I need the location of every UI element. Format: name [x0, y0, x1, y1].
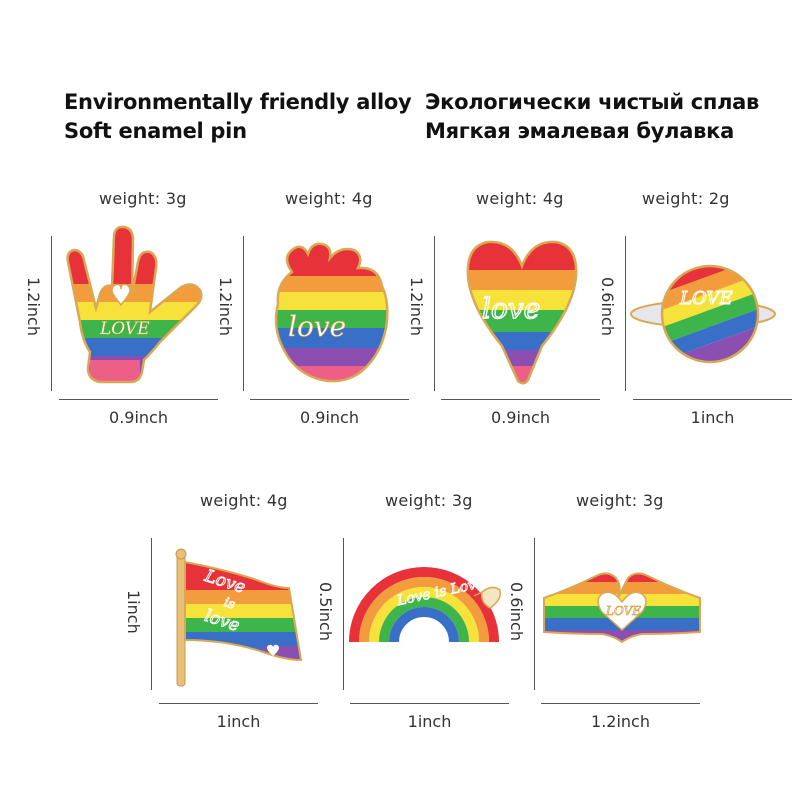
height-label: 1.2inch	[407, 277, 426, 336]
width-label: 1.2inch	[591, 712, 650, 731]
heart-hands-love-text: LOVE	[605, 604, 641, 618]
height-line	[51, 236, 52, 391]
height-line	[343, 538, 344, 690]
heart-hands-pin-icon: LOVE	[543, 572, 701, 644]
height-label: 1.2inch	[24, 277, 43, 336]
weight-label: weight: 3g	[99, 189, 187, 208]
heart-pin-icon: love	[466, 240, 578, 385]
weight-label: weight: 4g	[476, 189, 564, 208]
heart-organ-love-text: love	[288, 310, 346, 343]
width-label: 0.9inch	[491, 408, 550, 427]
height-label: 1inch	[124, 590, 143, 634]
heart-organ-pin-icon: love	[274, 242, 389, 383]
width-label: 1inch	[690, 408, 735, 427]
height-line	[534, 538, 535, 690]
height-line	[434, 236, 435, 391]
weight-label: weight: 3g	[385, 491, 473, 510]
width-line	[541, 703, 700, 704]
hand-love-text: LOVE	[99, 319, 150, 339]
weight-label: weight: 4g	[200, 491, 288, 510]
width-label: 0.9inch	[109, 408, 168, 427]
height-label: 0.5inch	[316, 582, 335, 641]
header-russian: Экологически чистый сплав Мягкая эмалева…	[425, 88, 759, 146]
width-line	[633, 399, 792, 400]
weight-label: weight: 4g	[285, 189, 373, 208]
weight-label: weight: 2g	[642, 189, 730, 208]
width-label: 1inch	[216, 712, 261, 731]
header-english: Environmentally friendly alloy Soft enam…	[64, 88, 412, 146]
header-en-line2: Soft enamel pin	[64, 119, 247, 143]
width-line	[159, 703, 318, 704]
rainbow-pin-icon: Love is Love	[349, 567, 502, 643]
heart-love-text: love	[482, 292, 540, 325]
height-line	[625, 236, 626, 391]
weight-label: weight: 3g	[576, 491, 664, 510]
height-line	[243, 236, 244, 391]
width-line	[59, 399, 218, 400]
height-label: 0.6inch	[598, 277, 617, 336]
header-en-line1: Environmentally friendly alloy	[64, 90, 412, 114]
height-line	[151, 538, 152, 690]
planet-love-text: LOVE	[679, 288, 733, 309]
width-label: 0.9inch	[300, 408, 359, 427]
width-label: 1inch	[407, 712, 452, 731]
header-ru-line2: Мягкая эмалевая булавка	[425, 119, 734, 143]
height-label: 0.6inch	[507, 582, 526, 641]
width-line	[441, 399, 600, 400]
height-label: 1.2inch	[216, 277, 235, 336]
flag-pin-icon: Love is love	[175, 548, 303, 687]
width-line	[250, 399, 409, 400]
planet-pin-icon: LOVE	[630, 264, 776, 364]
hand-pin-icon: LOVE	[66, 225, 203, 384]
width-line	[350, 703, 509, 704]
header-ru-line1: Экологически чистый сплав	[425, 90, 760, 114]
